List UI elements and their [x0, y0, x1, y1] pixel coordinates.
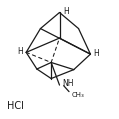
Text: H: H: [93, 49, 99, 58]
Text: H: H: [17, 47, 23, 56]
Text: H: H: [63, 7, 69, 16]
Text: CH₃: CH₃: [71, 92, 84, 98]
Text: NH: NH: [62, 79, 74, 88]
Text: HCl: HCl: [7, 101, 24, 111]
